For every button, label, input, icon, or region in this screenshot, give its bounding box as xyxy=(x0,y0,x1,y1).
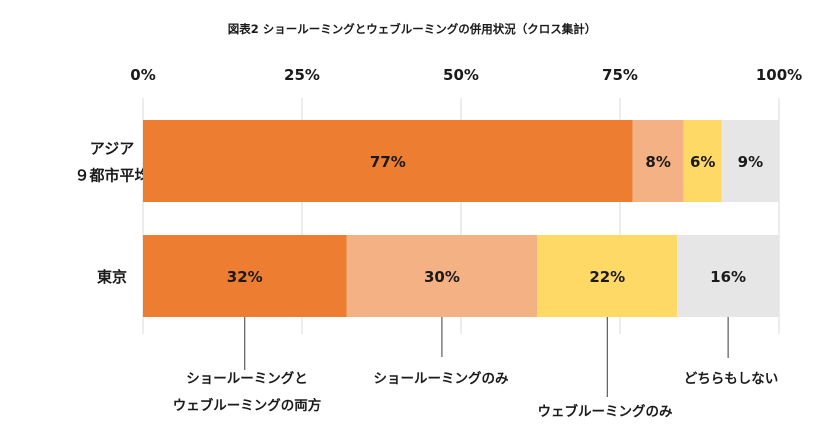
category-label: アジア xyxy=(90,140,134,158)
legend-leader-lines xyxy=(244,317,729,397)
bar-segment xyxy=(143,120,633,202)
data-label: 9% xyxy=(738,153,763,171)
category-label: 東京 xyxy=(97,268,127,286)
axis-tick-labels: 0% 25% 50% 75% 100% xyxy=(130,66,802,84)
data-label: 32% xyxy=(227,268,263,286)
bar-segments: 77% 8% 6% 9% 32% 30% 22% 16% xyxy=(143,120,779,317)
x-tick-label: 50% xyxy=(443,66,479,84)
data-label: 6% xyxy=(690,153,715,171)
data-label: 22% xyxy=(589,268,625,286)
x-tick-label: 0% xyxy=(130,66,155,84)
legend-label: ショールーミングのみ xyxy=(374,370,509,387)
data-label: 77% xyxy=(370,153,406,171)
legend-label: ウェブルーミングの両方 xyxy=(173,397,322,414)
x-tick-label: 75% xyxy=(602,66,638,84)
legend-label: ウェブルーミングのみ xyxy=(538,403,673,420)
bar-segment xyxy=(537,235,678,317)
bar-segment xyxy=(632,120,684,202)
bar-segment xyxy=(143,235,347,317)
x-tick-label: 25% xyxy=(284,66,320,84)
legend-label: どちらもしない xyxy=(684,371,779,387)
data-label: 30% xyxy=(424,268,460,286)
category-label: ９都市平均 xyxy=(74,167,149,185)
bar-segment xyxy=(677,235,779,317)
data-label: 16% xyxy=(710,268,746,286)
bar-segment xyxy=(721,120,779,202)
bar-segment xyxy=(683,120,722,202)
chart-title: 図表2 ショールーミングとウェブルーミングの併用状況（クロス集計） xyxy=(228,22,597,36)
legend-label: ショールーミングと xyxy=(186,370,308,387)
x-tick-label: 100% xyxy=(756,66,802,84)
data-label: 8% xyxy=(645,153,670,171)
bar-segment xyxy=(346,235,538,317)
